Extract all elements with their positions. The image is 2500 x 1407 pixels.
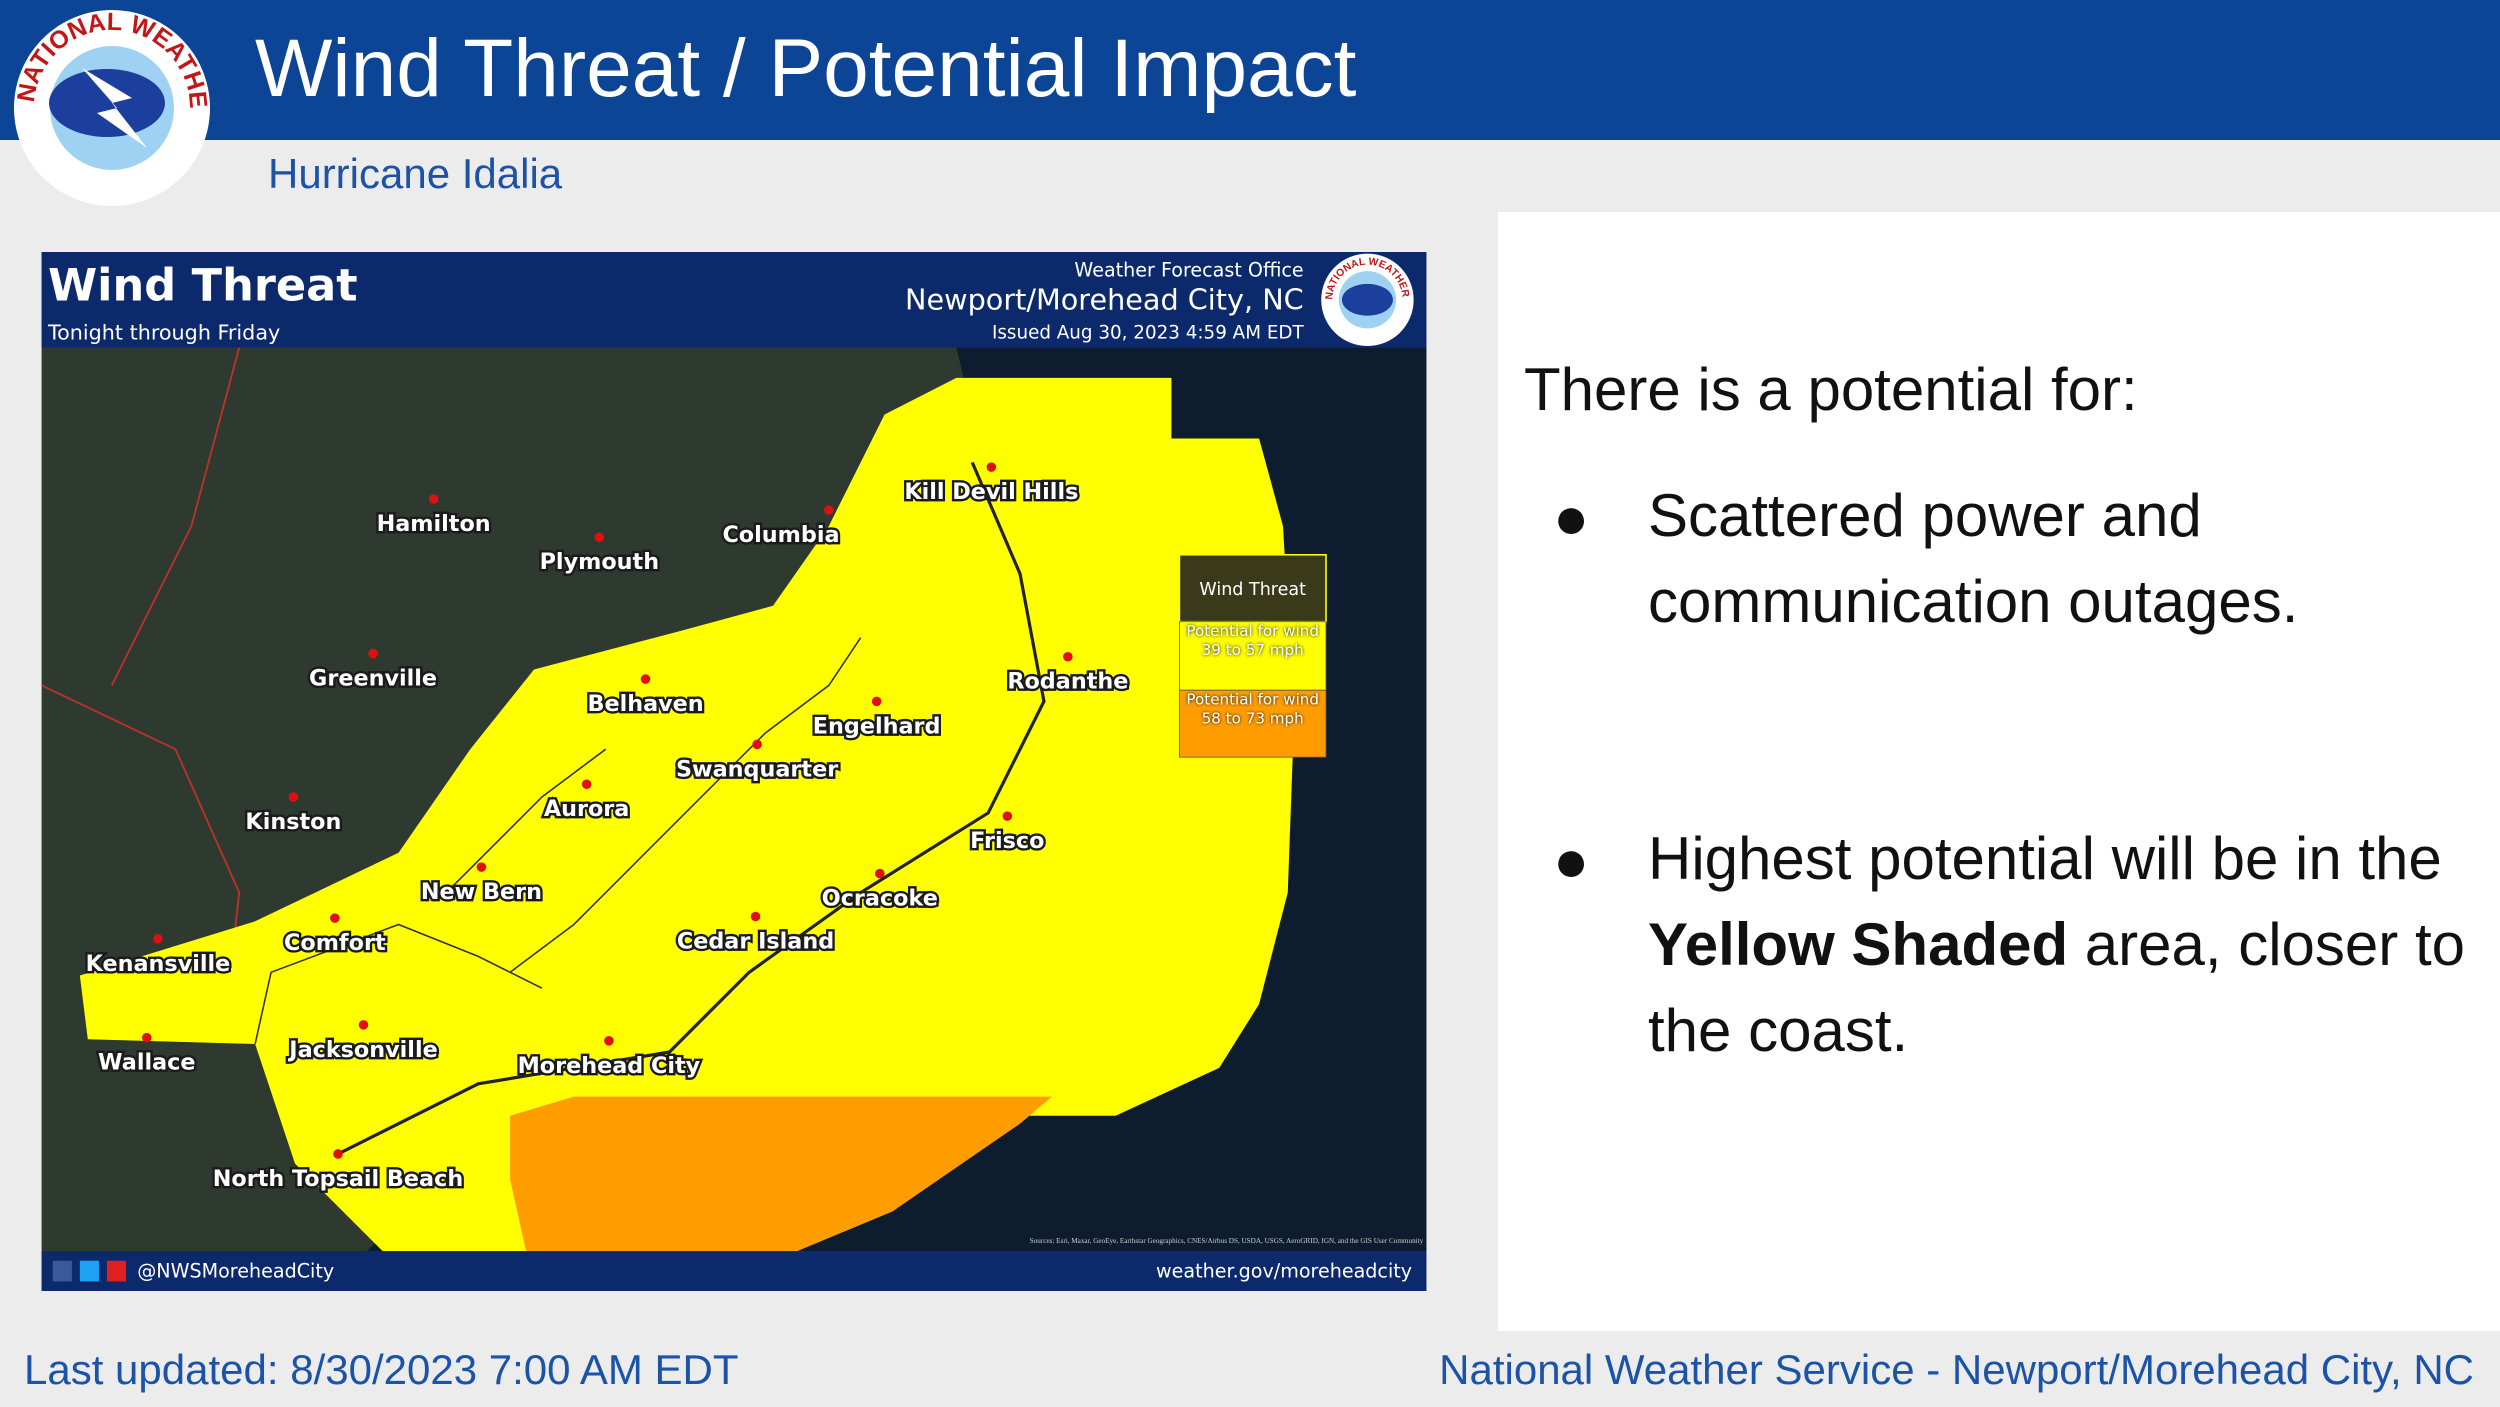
city-dot — [581, 779, 592, 790]
city-dot — [428, 494, 439, 504]
city-dot — [476, 862, 487, 872]
legend-swatch-yellow — [1179, 621, 1327, 691]
city-label: Cedar Island — [677, 929, 834, 955]
yellow-area — [79, 377, 1295, 1252]
city-label: Kill Devil Hills — [904, 479, 1078, 505]
intro-text: There is a potential for: — [1524, 356, 2138, 423]
text-panel — [1498, 212, 2500, 1331]
map-logo: NATIONAL WEATHER SERVICE — [1321, 253, 1414, 347]
bullet-dot: ● — [1553, 484, 1590, 551]
city-dot — [986, 462, 997, 472]
city-dot — [153, 934, 163, 944]
city-dot — [640, 674, 651, 684]
bullet-text-part: Highest potential will be in the — [1648, 825, 2442, 892]
city-dot — [1002, 811, 1013, 821]
office-label: Weather Forecast Office — [1074, 259, 1303, 282]
city-label: Plymouth — [540, 549, 659, 575]
legend-item: Potential for wind 58 to 73 mph — [1186, 691, 1319, 729]
city-label: Columbia — [722, 522, 839, 548]
city-label: Kenansville — [86, 951, 231, 977]
office-name: Newport/Morehead City, NC — [905, 282, 1304, 316]
footer-office: National Weather Service - Newport/Moreh… — [1439, 1346, 2474, 1393]
city-label: Aurora — [544, 796, 630, 822]
city-dot — [358, 1020, 369, 1030]
orange-area — [510, 1096, 1052, 1252]
city-label: Rodanthe — [1007, 669, 1128, 695]
city-dot — [288, 792, 299, 802]
bullet-dot: ● — [1553, 827, 1590, 894]
issued-text: Issued Aug 30, 2023 4:59 AM EDT — [992, 322, 1305, 343]
city-dot — [1063, 651, 1073, 662]
city-label: Hamilton — [377, 511, 491, 537]
city-dot — [875, 868, 885, 879]
city-label: Comfort — [284, 930, 386, 956]
bullet-bold: Yellow Shaded — [1648, 911, 2069, 978]
city-dot — [750, 911, 761, 922]
city-label: Greenville — [309, 666, 437, 692]
nws-logo: NATIONAL WEATHER SERVICE — [12, 8, 212, 206]
city-label: New Bern — [421, 879, 542, 905]
page-subtitle: Hurricane Idalia — [268, 150, 563, 197]
website: weather.gov/moreheadcity — [1156, 1259, 1412, 1282]
city-dot — [594, 532, 605, 543]
legend-item: Potential for wind 39 to 57 mph — [1186, 623, 1319, 660]
bullet-text: Highest potential will be in the Yellow … — [1648, 816, 2488, 1074]
wind-threat-map: Hamilton Plymouth Columbia Kill Devil Hills… — [41, 252, 1427, 1291]
city-dot — [333, 1149, 343, 1159]
header-band — [0, 0, 2500, 140]
city-label: Jacksonville — [287, 1037, 437, 1063]
social-handle: @NWSMoreheadCity — [137, 1259, 334, 1282]
map-header — [41, 252, 1427, 348]
map-title: Wind Threat — [48, 260, 358, 312]
city-label: Kinston — [245, 809, 341, 835]
bullet-text-part: area, closer to the coast. — [1648, 911, 2465, 1064]
attribution: Sources: Esri, Maxar, GeoEye, Earthstar … — [1030, 1237, 1424, 1245]
legend-swatch-orange — [1179, 689, 1327, 758]
city-label: Ocracoke — [822, 885, 938, 911]
last-updated: Last updated: 8/30/2023 7:00 AM EDT — [24, 1346, 739, 1393]
page-title: Wind Threat / Potential Impact — [255, 23, 1357, 114]
legend-header — [1178, 553, 1327, 623]
city-label: North Topsail Beach — [213, 1166, 463, 1192]
city-dot — [604, 1036, 614, 1046]
city-label: Frisco — [970, 828, 1044, 854]
city-label: Morehead City — [518, 1053, 701, 1079]
map-footer — [41, 1251, 1427, 1291]
city-label: Wallace — [98, 1050, 196, 1076]
city-dot — [330, 913, 340, 923]
legend-title: Wind Threat — [1199, 580, 1306, 600]
city-label: Swanquarter — [676, 756, 838, 782]
city-dot — [871, 696, 882, 707]
map-subtitle: Tonight through Friday — [47, 320, 280, 344]
city-dot — [752, 739, 762, 750]
city-label: Belhaven — [587, 691, 703, 717]
city-dot — [141, 1032, 152, 1043]
city-label: Engelhard — [813, 713, 941, 739]
city-dot — [368, 648, 378, 659]
city-dot — [824, 505, 834, 515]
bullet-text: Scattered power and communication outage… — [1648, 482, 2299, 635]
